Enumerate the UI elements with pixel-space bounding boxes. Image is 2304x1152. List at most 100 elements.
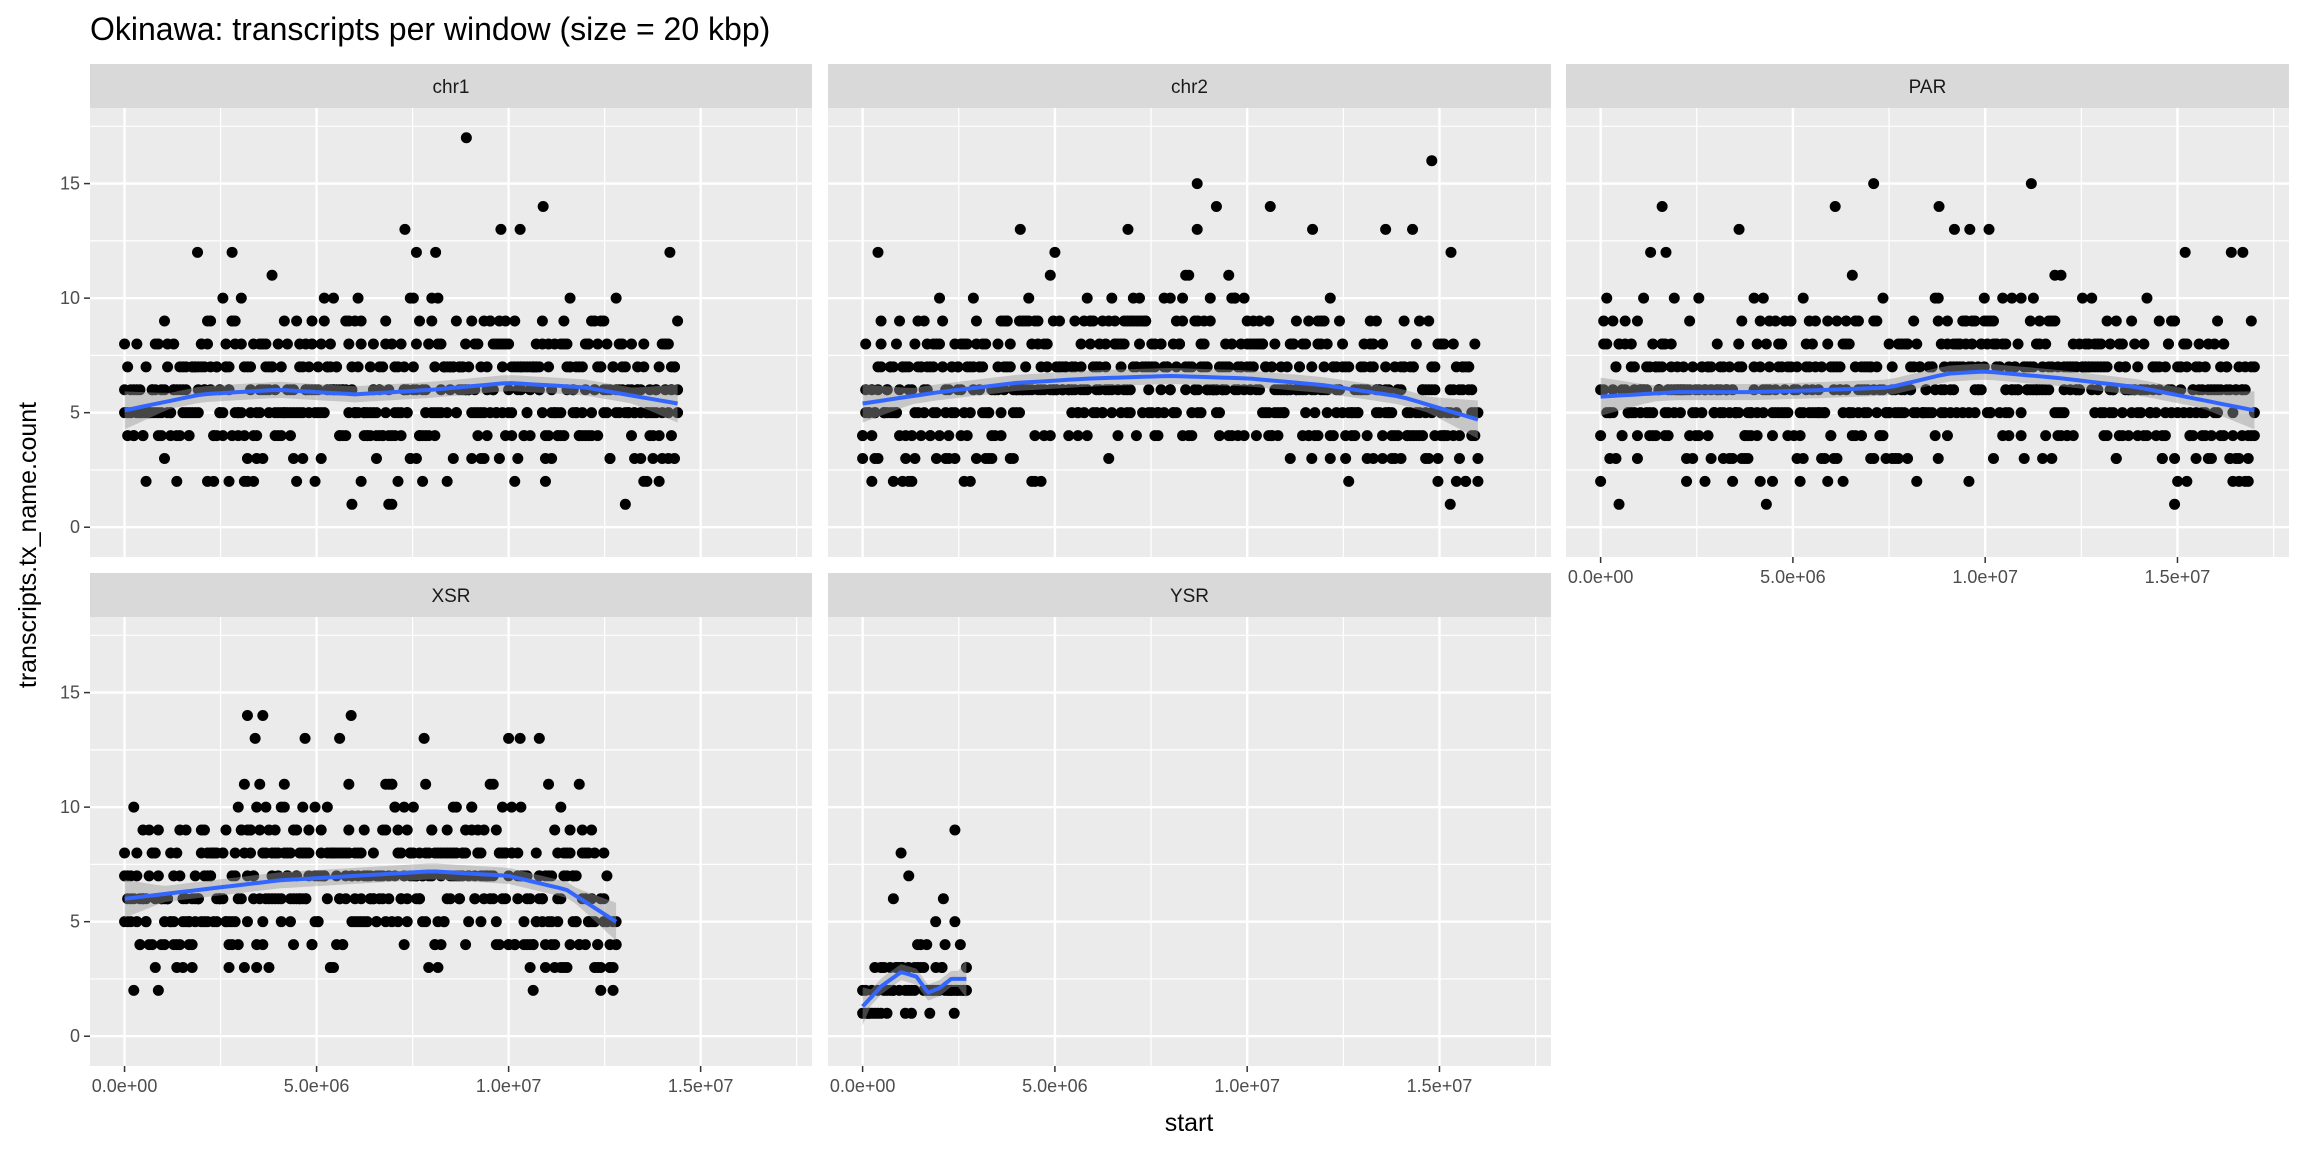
data-point: [1969, 407, 1981, 419]
data-point: [460, 939, 472, 951]
data-point: [1601, 338, 1613, 350]
data-point: [665, 430, 677, 442]
data-point: [487, 893, 499, 905]
data-point: [2015, 407, 2027, 419]
data-point: [503, 732, 515, 744]
data-point: [894, 384, 906, 396]
x-tick-label: 1.5e+07: [2145, 567, 2211, 587]
data-point: [487, 384, 499, 396]
data-point: [592, 939, 604, 951]
facet-strip-label: PAR: [1909, 77, 1947, 98]
data-point: [152, 984, 164, 996]
data-point: [1023, 292, 1035, 304]
data-point: [220, 824, 232, 836]
data-point: [500, 893, 512, 905]
data-point: [1253, 384, 1265, 396]
data-point: [1380, 223, 1392, 235]
data-point: [1407, 361, 1419, 373]
data-point: [238, 961, 250, 973]
data-point: [1638, 292, 1650, 304]
data-point: [1343, 475, 1355, 487]
data-point: [672, 407, 684, 419]
data-point: [410, 452, 422, 464]
data-point: [367, 338, 379, 350]
data-point: [500, 315, 512, 327]
data-point: [906, 430, 918, 442]
data-point: [1911, 475, 1923, 487]
data-point: [432, 961, 444, 973]
data-point: [1886, 361, 1898, 373]
data-point: [165, 407, 177, 419]
data-point: [595, 961, 607, 973]
data-point: [377, 361, 389, 373]
data-point: [1140, 315, 1152, 327]
data-point: [119, 847, 131, 859]
data-point: [2227, 430, 2239, 442]
data-point: [983, 407, 995, 419]
data-point: [257, 710, 269, 722]
data-point: [205, 315, 217, 327]
facet-strip-label: chr1: [433, 77, 470, 98]
data-point: [514, 223, 526, 235]
data-point: [1032, 315, 1044, 327]
data-point: [2101, 430, 2113, 442]
data-point: [435, 939, 447, 951]
data-point: [1213, 407, 1225, 419]
data-point: [1733, 223, 1745, 235]
data-point: [2159, 430, 2171, 442]
data-point: [1607, 407, 1619, 419]
data-point: [2009, 361, 2021, 373]
data-point: [527, 984, 539, 996]
data-point: [524, 430, 536, 442]
data-point: [1007, 452, 1019, 464]
data-point: [1472, 475, 1484, 487]
data-point: [543, 778, 555, 790]
data-point: [1269, 338, 1281, 350]
data-point: [1607, 315, 1619, 327]
data-point: [383, 893, 395, 905]
data-point: [1926, 407, 1938, 419]
data-point: [1367, 338, 1379, 350]
data-point: [435, 338, 447, 350]
data-point: [1883, 338, 1895, 350]
data-point: [2049, 315, 2061, 327]
data-point: [481, 430, 493, 442]
smooth-line: [124, 381, 678, 413]
data-point: [887, 475, 899, 487]
data-point: [444, 893, 456, 905]
data-point: [1303, 315, 1315, 327]
data-point: [619, 498, 631, 510]
data-point: [1598, 384, 1610, 396]
data-point: [401, 893, 413, 905]
data-point: [1978, 292, 1990, 304]
data-point: [284, 916, 296, 928]
data-point: [131, 338, 143, 350]
confidence-band: [862, 959, 967, 1026]
data-point: [934, 292, 946, 304]
data-point: [149, 847, 161, 859]
y-tick-label: 0: [70, 1026, 80, 1046]
data-point: [1370, 315, 1382, 327]
data-point: [189, 870, 201, 882]
data-point: [2221, 361, 2233, 373]
data-point: [1195, 407, 1207, 419]
data-point: [1983, 223, 1995, 235]
data-point: [223, 361, 235, 373]
data-point: [869, 407, 881, 419]
data-point: [992, 338, 1004, 350]
data-point: [2233, 452, 2245, 464]
data-point: [1460, 475, 1472, 487]
data-point: [386, 778, 398, 790]
data-point: [460, 847, 472, 859]
data-point: [647, 452, 659, 464]
data-point: [2003, 407, 2015, 419]
data-point: [948, 1007, 960, 1019]
data-point: [1377, 452, 1389, 464]
data-point: [245, 847, 257, 859]
data-point: [441, 407, 453, 419]
data-point: [1395, 384, 1407, 396]
data-point: [162, 893, 174, 905]
data-point: [423, 338, 435, 350]
data-point: [1619, 384, 1631, 396]
